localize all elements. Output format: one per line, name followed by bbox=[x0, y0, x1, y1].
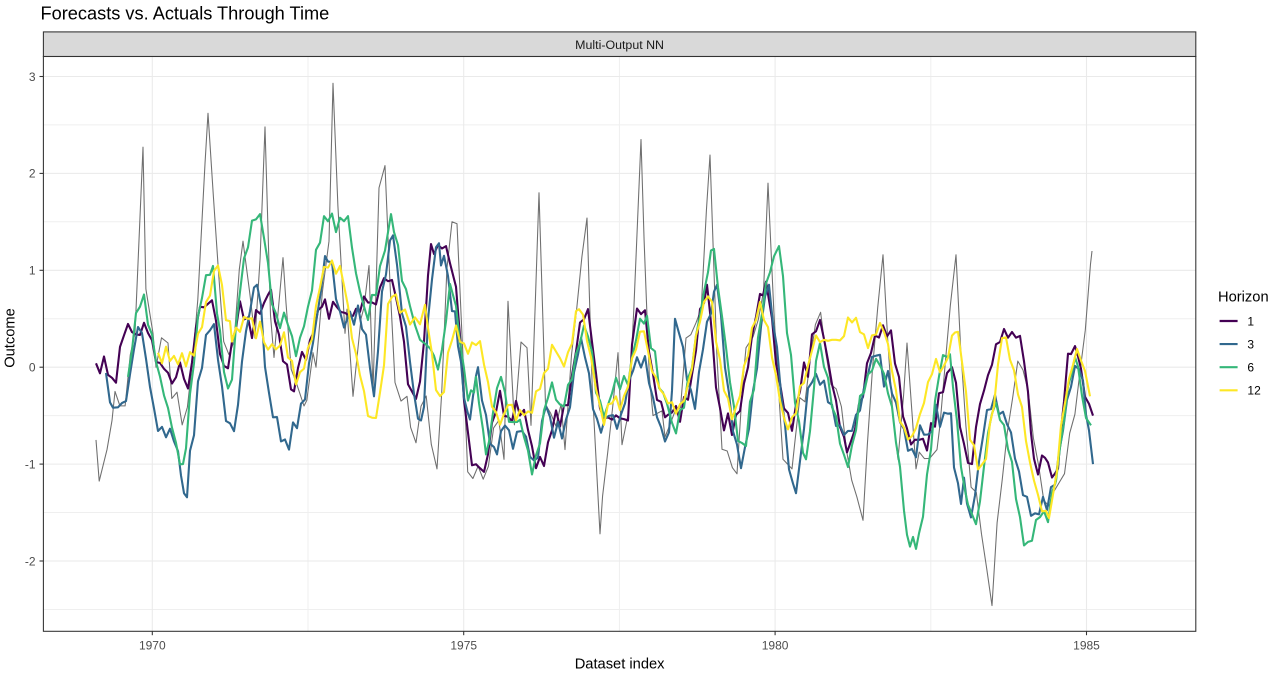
svg-text:3: 3 bbox=[1247, 337, 1254, 351]
svg-text:1975: 1975 bbox=[450, 639, 477, 653]
svg-text:1985: 1985 bbox=[1073, 639, 1100, 653]
svg-text:1980: 1980 bbox=[762, 639, 789, 653]
svg-text:Horizon: Horizon bbox=[1218, 290, 1269, 306]
svg-text:1: 1 bbox=[29, 264, 36, 278]
svg-text:-2: -2 bbox=[25, 554, 36, 568]
svg-text:6: 6 bbox=[1247, 361, 1254, 375]
svg-text:Outcome: Outcome bbox=[3, 308, 19, 368]
svg-text:-1: -1 bbox=[25, 457, 36, 471]
svg-text:0: 0 bbox=[29, 361, 36, 375]
svg-text:1: 1 bbox=[1247, 314, 1254, 328]
svg-text:Multi-Output NN: Multi-Output NN bbox=[575, 38, 664, 52]
svg-text:Forecasts vs. Actuals Through: Forecasts vs. Actuals Through Time bbox=[41, 4, 330, 24]
svg-text:3: 3 bbox=[29, 70, 36, 84]
svg-text:12: 12 bbox=[1247, 384, 1261, 398]
svg-text:2: 2 bbox=[29, 167, 36, 181]
svg-text:Dataset index: Dataset index bbox=[575, 657, 665, 673]
svg-text:1970: 1970 bbox=[139, 639, 166, 653]
